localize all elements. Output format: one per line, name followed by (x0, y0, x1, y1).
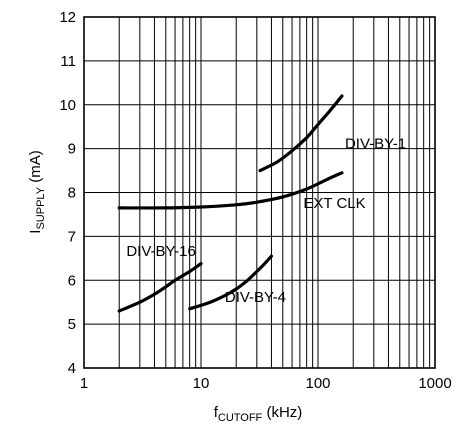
y-tick-label: 9 (68, 141, 76, 158)
grid (84, 16, 436, 369)
series-line-div-by-16 (117, 262, 203, 313)
y-axis-title: ISUPPLY (mA) (27, 150, 47, 233)
series-labels: DIV-BY-1 EXT CLK DIV-BY-16 DIV-BY-4 (126, 136, 406, 307)
series-curves (117, 94, 344, 313)
series-label-div-by-1: DIV-BY-1 (345, 136, 406, 153)
y-tick-label: 4 (68, 360, 76, 377)
series-label-div-by-16: DIV-BY-16 (126, 243, 196, 260)
tick-labels: 1 10 100 1000 4 5 6 7 8 9 10 11 12 (59, 9, 451, 392)
x-tick-label: 10 (193, 375, 210, 392)
x-tick-label: 1000 (418, 375, 451, 392)
series-label-div-by-4: DIV-BY-4 (225, 289, 286, 306)
x-axis-title: fCUTOFF (kHz) (214, 404, 303, 424)
y-tick-label: 11 (60, 53, 76, 70)
x-tick-label: 1 (80, 375, 88, 392)
series-label-ext-clk: EXT CLK (303, 195, 365, 212)
y-tick-label: 12 (59, 9, 76, 26)
plot-frame (83, 16, 436, 369)
x-tick-label: 100 (305, 375, 330, 392)
series-line-ext-clk (117, 171, 344, 210)
y-tick-label: 7 (68, 228, 76, 245)
series-line-div-by-4 (188, 254, 273, 311)
y-tick-label: 6 (68, 272, 76, 289)
y-tick-label: 10 (59, 97, 76, 114)
y-tick-label: 5 (68, 316, 76, 333)
y-tick-label: 8 (68, 185, 76, 202)
series-line-div-by-1 (258, 94, 344, 173)
